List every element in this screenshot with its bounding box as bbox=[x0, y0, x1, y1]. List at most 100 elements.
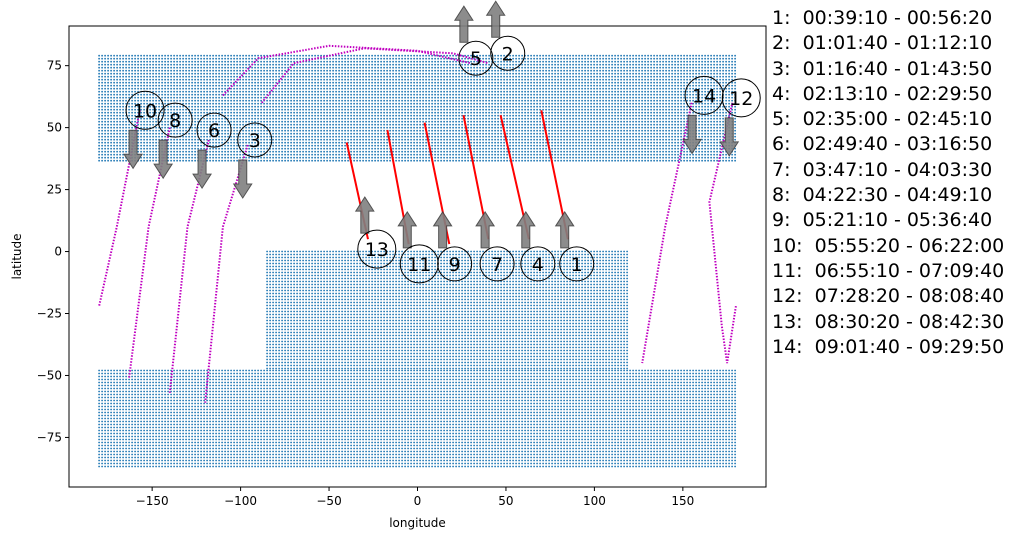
coverage-point bbox=[596, 72, 598, 75]
coverage-point bbox=[533, 102, 535, 105]
coverage-point bbox=[350, 93, 352, 96]
coverage-point bbox=[491, 117, 493, 120]
coverage-point bbox=[434, 102, 436, 105]
coverage-point bbox=[680, 108, 682, 111]
coverage-point bbox=[464, 84, 466, 87]
coverage-point bbox=[602, 81, 604, 84]
coverage-point bbox=[125, 75, 127, 78]
coverage-point bbox=[332, 111, 334, 114]
coverage-point bbox=[434, 108, 436, 111]
coverage-point bbox=[107, 120, 109, 123]
coverage-point bbox=[611, 75, 613, 78]
coverage-point bbox=[194, 90, 197, 93]
coverage-point bbox=[590, 90, 592, 93]
coverage-point bbox=[569, 87, 571, 90]
coverage-point bbox=[602, 120, 604, 123]
coverage-point bbox=[359, 81, 361, 84]
coverage-point bbox=[395, 57, 397, 60]
coverage-point bbox=[371, 81, 373, 84]
coverage-point bbox=[473, 75, 475, 78]
coverage-point bbox=[692, 57, 694, 60]
coverage-point bbox=[344, 120, 346, 123]
coverage-point bbox=[272, 96, 274, 99]
coverage-point bbox=[215, 81, 218, 84]
coverage-point bbox=[599, 105, 601, 108]
coverage-point bbox=[308, 84, 310, 87]
coverage-point bbox=[200, 96, 203, 99]
coverage-point bbox=[374, 96, 376, 99]
coverage-point bbox=[299, 87, 301, 90]
coverage-point bbox=[131, 57, 134, 60]
coverage-point bbox=[722, 114, 724, 117]
coverage-point bbox=[239, 66, 242, 69]
coverage-point bbox=[119, 60, 121, 63]
coverage-point bbox=[362, 60, 364, 63]
coverage-point bbox=[356, 84, 358, 87]
coverage-point bbox=[125, 54, 127, 57]
coverage-point bbox=[422, 105, 424, 108]
coverage-point bbox=[644, 102, 646, 105]
coverage-point bbox=[608, 78, 610, 81]
coverage-point bbox=[272, 81, 274, 84]
coverage-point bbox=[563, 57, 565, 60]
coverage-point bbox=[446, 72, 448, 75]
coverage-point bbox=[530, 93, 532, 96]
coverage-point bbox=[107, 102, 109, 105]
coverage-point bbox=[485, 78, 487, 81]
coverage-point bbox=[632, 75, 634, 78]
coverage-point bbox=[458, 66, 460, 69]
coverage-point bbox=[695, 57, 697, 60]
coverage-point bbox=[659, 108, 661, 111]
coverage-point bbox=[149, 117, 152, 120]
coverage-point bbox=[476, 99, 478, 102]
coverage-point bbox=[353, 117, 355, 120]
coverage-point bbox=[437, 108, 439, 111]
coverage-point bbox=[101, 102, 103, 105]
coverage-point bbox=[449, 81, 451, 84]
coverage-point bbox=[350, 114, 352, 117]
coverage-point bbox=[407, 75, 409, 78]
coverage-point bbox=[419, 111, 421, 114]
coverage-point bbox=[638, 78, 640, 81]
coverage-point bbox=[422, 117, 424, 120]
coverage-point bbox=[296, 117, 298, 120]
coverage-point bbox=[653, 117, 655, 120]
coverage-point bbox=[539, 108, 541, 111]
coverage-point bbox=[173, 84, 176, 87]
coverage-point bbox=[560, 57, 562, 60]
coverage-point bbox=[431, 60, 433, 63]
coverage-point bbox=[704, 120, 706, 123]
coverage-point bbox=[374, 69, 376, 72]
coverage-point bbox=[713, 114, 715, 117]
coverage-point bbox=[302, 90, 304, 93]
coverage-point bbox=[215, 108, 218, 111]
coverage-point bbox=[668, 99, 670, 102]
coverage-point bbox=[200, 105, 203, 108]
coverage-point bbox=[299, 78, 301, 81]
coverage-point bbox=[608, 84, 610, 87]
coverage-point bbox=[236, 60, 239, 63]
coverage-point bbox=[440, 93, 442, 96]
coverage-point bbox=[626, 60, 628, 63]
coverage-point bbox=[539, 78, 541, 81]
coverage-point bbox=[371, 69, 373, 72]
coverage-point bbox=[116, 90, 118, 93]
coverage-point bbox=[293, 69, 295, 72]
coverage-point bbox=[704, 90, 706, 93]
coverage-point bbox=[236, 72, 239, 75]
coverage-point bbox=[680, 90, 682, 93]
coverage-point bbox=[449, 90, 451, 93]
coverage-point bbox=[440, 69, 442, 72]
coverage-point bbox=[467, 87, 469, 90]
coverage-point bbox=[272, 117, 274, 120]
coverage-point bbox=[197, 117, 200, 120]
coverage-point bbox=[332, 63, 334, 66]
coverage-point bbox=[680, 60, 682, 63]
coverage-point bbox=[674, 114, 676, 117]
coverage-point bbox=[482, 84, 484, 87]
coverage-point bbox=[116, 114, 118, 117]
coverage-point bbox=[722, 57, 724, 60]
coverage-point bbox=[260, 81, 262, 84]
coverage-point bbox=[320, 114, 322, 117]
coverage-point bbox=[653, 75, 655, 78]
